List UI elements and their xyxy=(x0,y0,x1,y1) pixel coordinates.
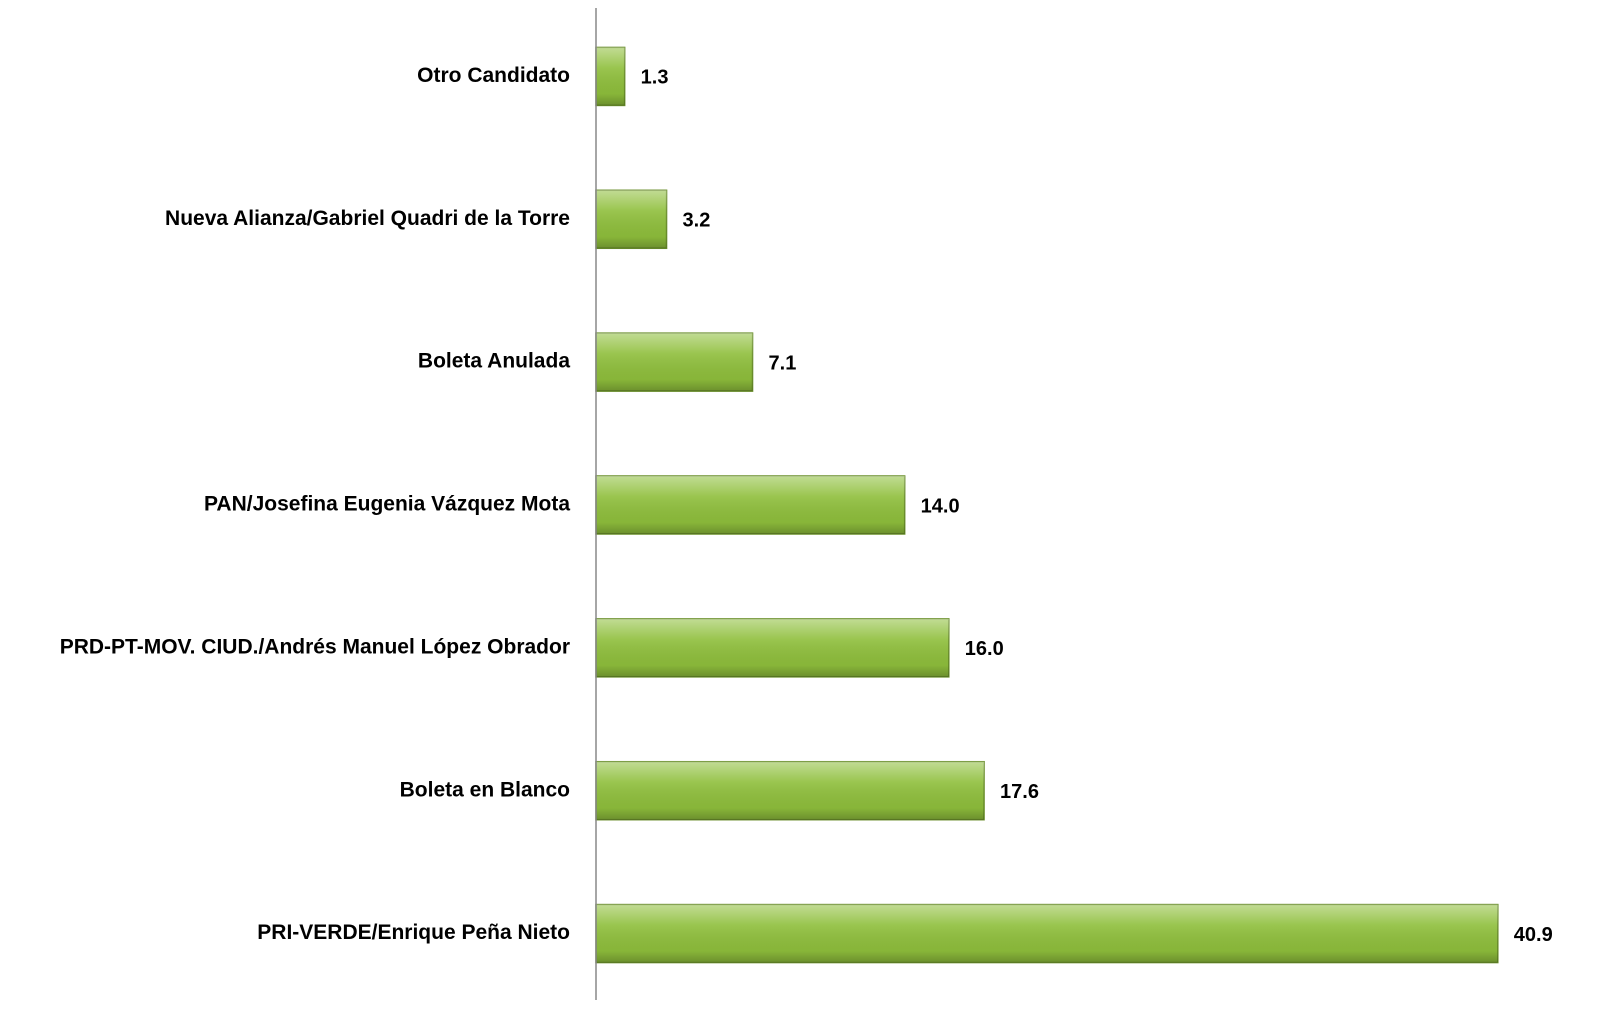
bar-shine xyxy=(596,904,1498,963)
bar-shine xyxy=(596,761,985,820)
bar-shine xyxy=(596,190,667,249)
category-label: Boleta Anulada xyxy=(418,350,570,373)
bar-shine xyxy=(596,47,625,106)
bar-shine xyxy=(596,476,905,534)
value-label: 3.2 xyxy=(683,210,711,232)
category-label: Nueva Alianza/Gabriel Quadri de la Torre xyxy=(165,207,570,230)
category-label: Boleta en Blanco xyxy=(400,778,570,801)
value-label: 7.1 xyxy=(769,352,797,374)
bar-shine xyxy=(596,618,949,677)
value-label: 14.0 xyxy=(921,495,960,517)
value-label: 17.6 xyxy=(1000,781,1039,803)
bar-shine xyxy=(596,333,753,392)
category-label: Otro Candidato xyxy=(417,64,570,87)
value-label: 1.3 xyxy=(641,67,669,89)
category-label: PRD-PT-MOV. CIUD./Andrés Manuel López Ob… xyxy=(60,635,570,658)
category-label: PAN/Josefina Eugenia Vázquez Mota xyxy=(204,493,570,516)
value-label: 40.9 xyxy=(1514,924,1553,946)
category-label: PRI-VERDE/Enrique Peña Nieto xyxy=(257,921,570,944)
value-label: 16.0 xyxy=(965,638,1004,660)
